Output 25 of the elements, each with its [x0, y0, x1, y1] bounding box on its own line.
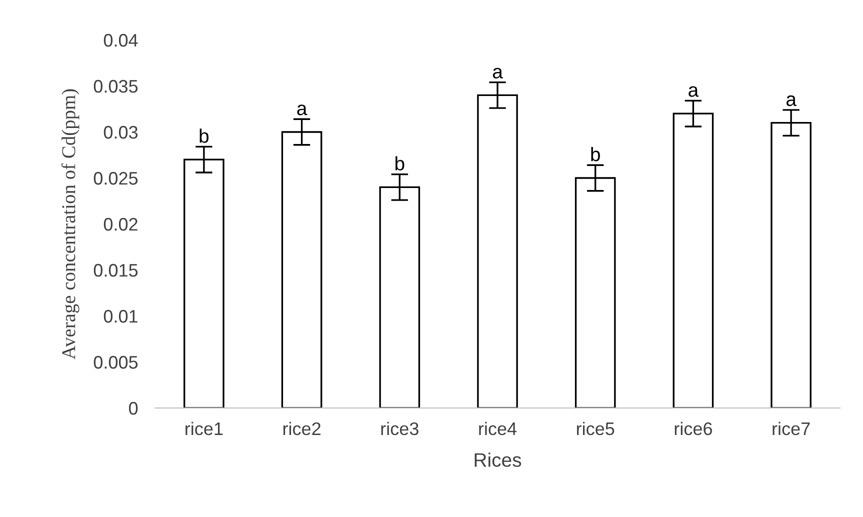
x-tick-label: rice5	[576, 422, 614, 436]
y-tick-label: 0.035	[94, 80, 138, 93]
x-tick-label: rice7	[772, 422, 810, 436]
annotation: a	[688, 86, 699, 97]
x-tick-label: rice3	[381, 422, 418, 436]
x-tick-label: rice4	[479, 422, 517, 436]
y-tick-label: 0.03	[104, 126, 138, 139]
y-tick-label: 0.02	[104, 218, 138, 231]
y-axis-title: Average concentration of Cd(ppm)	[61, 89, 80, 360]
x-tick-label: rice6	[674, 422, 712, 436]
annotation: b	[200, 128, 209, 143]
x-tick-label: rice1	[186, 422, 223, 436]
y-tick-label: 0.015	[94, 264, 138, 277]
y-tick-label: 0.04	[104, 34, 138, 47]
annotation: b	[395, 156, 404, 170]
x-axis-title: Rices	[474, 452, 522, 467]
annotation: b	[591, 146, 600, 162]
annotation: a	[297, 104, 308, 116]
y-tick-label: 0.005	[94, 356, 138, 369]
annotation: a	[492, 68, 503, 78]
y-tick-label: 0.025	[94, 172, 138, 185]
x-tick-label: rice2	[283, 422, 320, 436]
annotation: a	[786, 95, 796, 106]
y-tick-label: 0	[129, 402, 138, 415]
y-tick-label: 0.01	[104, 310, 138, 323]
